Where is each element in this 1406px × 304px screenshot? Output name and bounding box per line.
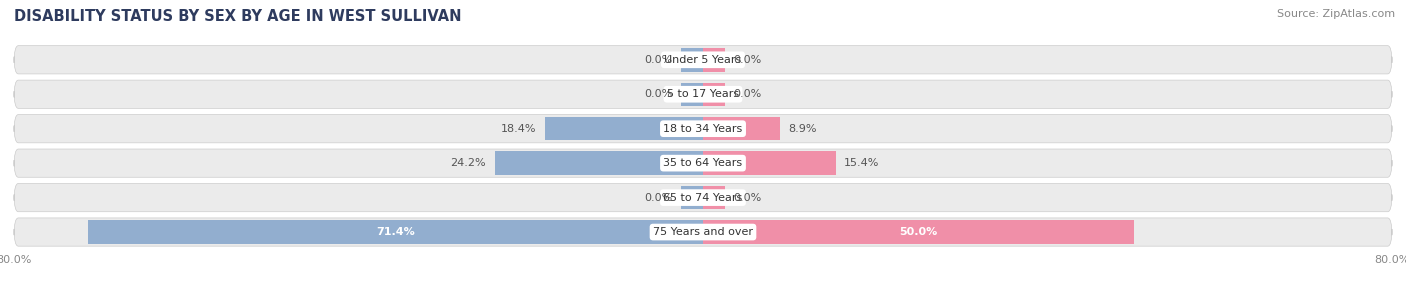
Text: Source: ZipAtlas.com: Source: ZipAtlas.com (1277, 9, 1395, 19)
FancyBboxPatch shape (14, 218, 1392, 246)
Text: 5 to 17 Years: 5 to 17 Years (666, 89, 740, 99)
Text: Under 5 Years: Under 5 Years (665, 55, 741, 65)
Text: 0.0%: 0.0% (644, 193, 673, 202)
FancyBboxPatch shape (14, 80, 1392, 108)
Text: 8.9%: 8.9% (789, 124, 817, 134)
Bar (89, 220, 703, 244)
Text: 0.0%: 0.0% (733, 193, 762, 202)
FancyBboxPatch shape (14, 115, 1392, 143)
Bar (682, 82, 703, 106)
Bar (495, 151, 703, 175)
Text: 75 Years and over: 75 Years and over (652, 227, 754, 237)
Text: 65 to 74 Years: 65 to 74 Years (664, 193, 742, 202)
Text: 50.0%: 50.0% (900, 227, 938, 237)
FancyBboxPatch shape (14, 46, 1392, 74)
Legend: Male, Female: Male, Female (641, 303, 765, 304)
Text: 0.0%: 0.0% (733, 89, 762, 99)
Bar (703, 48, 724, 71)
Bar (703, 82, 724, 106)
Text: 18.4%: 18.4% (501, 124, 536, 134)
Text: 15.4%: 15.4% (844, 158, 880, 168)
FancyBboxPatch shape (14, 184, 1392, 212)
Bar (703, 220, 1133, 244)
Bar (682, 48, 703, 71)
Text: 0.0%: 0.0% (733, 55, 762, 65)
Text: DISABILITY STATUS BY SEX BY AGE IN WEST SULLIVAN: DISABILITY STATUS BY SEX BY AGE IN WEST … (14, 9, 461, 24)
Text: 35 to 64 Years: 35 to 64 Years (664, 158, 742, 168)
Bar (703, 186, 724, 209)
Text: 0.0%: 0.0% (644, 89, 673, 99)
Bar (682, 186, 703, 209)
Bar (703, 151, 835, 175)
Text: 71.4%: 71.4% (377, 227, 415, 237)
FancyBboxPatch shape (14, 149, 1392, 177)
Text: 0.0%: 0.0% (644, 55, 673, 65)
Bar (703, 117, 780, 140)
Text: 24.2%: 24.2% (450, 158, 486, 168)
Text: 18 to 34 Years: 18 to 34 Years (664, 124, 742, 134)
Bar (544, 117, 703, 140)
